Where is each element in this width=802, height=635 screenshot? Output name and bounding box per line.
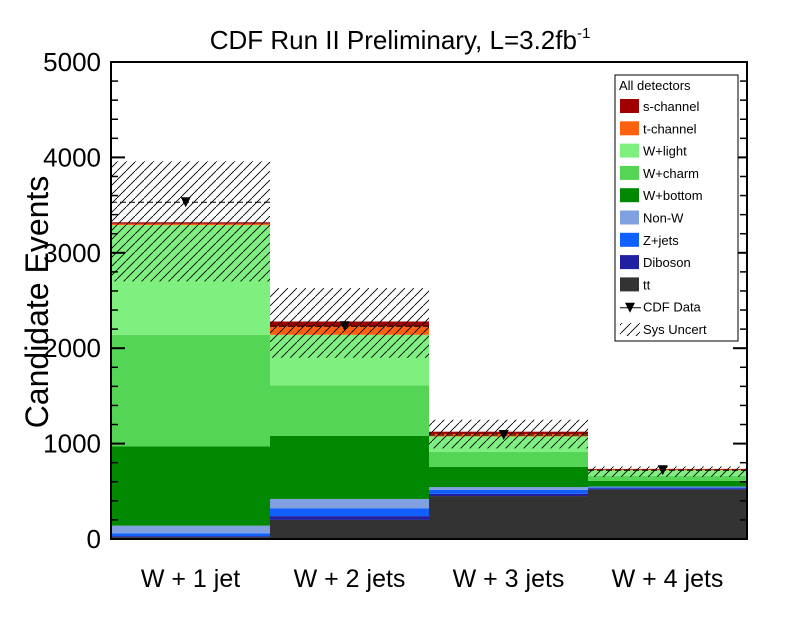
bar-tt-4 bbox=[588, 489, 747, 539]
legend-swatch-tt bbox=[620, 277, 639, 292]
bar-z-jets-4 bbox=[588, 487, 747, 489]
legend-swatch-z-jets bbox=[620, 232, 639, 247]
y-tick-label: 3000 bbox=[43, 238, 101, 268]
bar-w-charm-4 bbox=[588, 476, 747, 481]
x-tick-label: W + 4 jets bbox=[612, 565, 724, 593]
legend-label-t-channel: t-channel bbox=[643, 121, 697, 136]
x-tick-label: W + 2 jets bbox=[294, 565, 406, 593]
bar-w-bottom-3 bbox=[429, 466, 588, 488]
bar-w-bottom-2 bbox=[270, 435, 429, 499]
y-tick-label: 0 bbox=[87, 524, 101, 554]
bar-non-w-2 bbox=[270, 498, 429, 509]
bar-w-charm-2 bbox=[270, 385, 429, 436]
legend-label-w-bottom: W+bottom bbox=[643, 188, 703, 203]
legend-label-diboson: Diboson bbox=[643, 255, 691, 270]
sys-uncert-band-1 bbox=[111, 161, 270, 282]
legend-label-sys-uncert: Sys Uncert bbox=[643, 322, 707, 337]
bar-w-bottom-1 bbox=[111, 446, 270, 526]
legend-swatch-w-bottom bbox=[620, 188, 639, 203]
legend-data-marker bbox=[625, 302, 635, 313]
bar-tt-3 bbox=[429, 496, 588, 539]
legend: All detectors s-channel t-channel W+light W… bbox=[614, 74, 739, 342]
legend-swatch-t-channel bbox=[620, 121, 639, 136]
x-tick-label: W + 1 jet bbox=[141, 565, 240, 593]
plot-frame bbox=[110, 61, 748, 540]
bar-z-jets-3 bbox=[429, 489, 588, 494]
legend-swatch-w-charm bbox=[620, 165, 639, 180]
y-tick-label: 1000 bbox=[43, 429, 101, 459]
bar-non-w-3 bbox=[429, 487, 588, 490]
sys-uncert-band-3 bbox=[429, 419, 588, 449]
legend-box bbox=[614, 74, 739, 342]
bar-diboson-2 bbox=[270, 516, 429, 520]
legend-label-cdf-data: CDF Data bbox=[643, 300, 702, 315]
data-marker-4 bbox=[657, 465, 668, 476]
bar-tt-2 bbox=[270, 519, 429, 539]
legend-swatch-w-light bbox=[620, 143, 639, 158]
legend-label-non-w: Non-W bbox=[643, 211, 684, 226]
legend-swatch-sys-uncert bbox=[620, 323, 640, 336]
legend-label-w-charm: W+charm bbox=[643, 166, 699, 181]
bar-non-w-4 bbox=[588, 486, 747, 488]
bar-z-jets-2 bbox=[270, 508, 429, 517]
bar-non-w-1 bbox=[111, 525, 270, 534]
legend-label-s-channel: s-channel bbox=[643, 99, 699, 114]
y-axis-ticks: 0 1000 2000 3000 4000 5000 bbox=[43, 47, 747, 554]
data-marker-1 bbox=[180, 197, 191, 208]
y-tick-label: 2000 bbox=[43, 333, 101, 363]
x-axis-labels: W + 1 jet W + 2 jets W + 3 jets W + 4 jets bbox=[141, 565, 724, 593]
legend-swatch-s-channel bbox=[620, 99, 639, 113]
sys-uncert-band-4 bbox=[588, 466, 747, 477]
data-marker-2 bbox=[339, 321, 350, 332]
data-marker-3 bbox=[498, 430, 509, 441]
bar-w-charm-1 bbox=[111, 334, 270, 447]
legend-title: All detectors bbox=[619, 78, 691, 93]
x-tick-label: W + 3 jets bbox=[453, 565, 565, 593]
bar-diboson-1 bbox=[111, 536, 270, 538]
legend-swatch-non-w bbox=[620, 210, 639, 225]
legend-swatch-diboson bbox=[620, 255, 639, 270]
sys-uncert-band-2 bbox=[270, 288, 429, 358]
y-tick-label: 4000 bbox=[43, 142, 101, 172]
y-axis-label: Candidate Events bbox=[19, 176, 55, 429]
legend-label-w-light: W+light bbox=[643, 144, 687, 159]
bar-z-jets-1 bbox=[111, 533, 270, 537]
data-points bbox=[111, 197, 747, 476]
bar-w-bottom-4 bbox=[588, 480, 747, 487]
legend-label-z-jets: Z+jets bbox=[643, 233, 679, 248]
legend-label-tt: tt bbox=[643, 277, 651, 292]
chart-title: CDF Run II Preliminary, L=3.2fb-1 bbox=[210, 25, 591, 55]
y-tick-label: 5000 bbox=[43, 47, 101, 77]
bar-w-charm-3 bbox=[429, 451, 588, 467]
bar-diboson-3 bbox=[429, 493, 588, 497]
sys-uncert-bands bbox=[111, 161, 747, 477]
title-superscript: -1 bbox=[577, 25, 590, 42]
bar-diboson-4 bbox=[588, 488, 747, 490]
